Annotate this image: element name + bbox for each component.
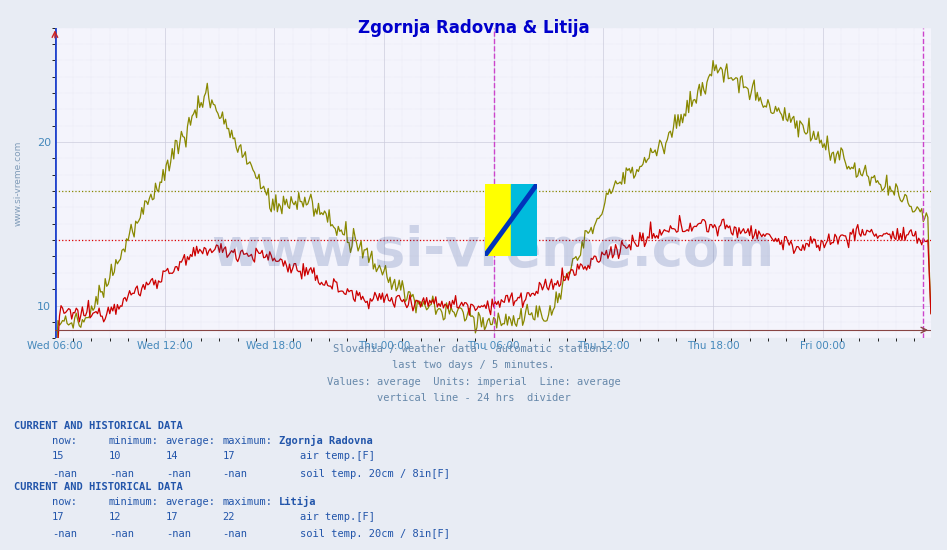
Text: www.si-vreme.com: www.si-vreme.com <box>13 140 23 226</box>
Text: CURRENT AND HISTORICAL DATA: CURRENT AND HISTORICAL DATA <box>14 421 183 431</box>
Text: -nan: -nan <box>223 529 247 540</box>
Text: 17: 17 <box>52 512 64 522</box>
Text: -nan: -nan <box>223 469 247 479</box>
Text: minimum:: minimum: <box>109 436 159 447</box>
Text: now:: now: <box>52 497 77 507</box>
Text: 10: 10 <box>109 451 121 461</box>
Text: maximum:: maximum: <box>223 497 273 507</box>
Text: 17: 17 <box>223 451 235 461</box>
Text: CURRENT AND HISTORICAL DATA: CURRENT AND HISTORICAL DATA <box>14 481 183 492</box>
Text: Zgornja Radovna & Litija: Zgornja Radovna & Litija <box>358 19 589 37</box>
Text: Zgornja Radovna: Zgornja Radovna <box>279 436 373 447</box>
Text: -nan: -nan <box>52 529 77 540</box>
Text: www.si-vreme.com: www.si-vreme.com <box>211 226 775 277</box>
Text: 17: 17 <box>166 512 178 522</box>
Text: -nan: -nan <box>52 469 77 479</box>
Text: 12: 12 <box>109 512 121 522</box>
Text: minimum:: minimum: <box>109 497 159 507</box>
Text: last two days / 5 minutes.: last two days / 5 minutes. <box>392 360 555 370</box>
Text: Slovenia / weather data - automatic stations.: Slovenia / weather data - automatic stat… <box>333 344 614 354</box>
Text: Litija: Litija <box>279 496 317 507</box>
Text: now:: now: <box>52 436 77 447</box>
Text: -nan: -nan <box>166 469 190 479</box>
Text: -nan: -nan <box>109 469 134 479</box>
Text: maximum:: maximum: <box>223 436 273 447</box>
Text: average:: average: <box>166 436 216 447</box>
Text: soil temp. 20cm / 8in[F]: soil temp. 20cm / 8in[F] <box>300 529 450 540</box>
Text: 22: 22 <box>223 512 235 522</box>
Text: Values: average  Units: imperial  Line: average: Values: average Units: imperial Line: av… <box>327 377 620 387</box>
Text: 14: 14 <box>166 451 178 461</box>
Text: air temp.[F]: air temp.[F] <box>300 451 375 461</box>
Text: vertical line - 24 hrs  divider: vertical line - 24 hrs divider <box>377 393 570 403</box>
Text: 15: 15 <box>52 451 64 461</box>
Text: -nan: -nan <box>109 529 134 540</box>
Text: air temp.[F]: air temp.[F] <box>300 512 375 522</box>
Text: soil temp. 20cm / 8in[F]: soil temp. 20cm / 8in[F] <box>300 469 450 479</box>
Text: -nan: -nan <box>166 529 190 540</box>
Text: average:: average: <box>166 497 216 507</box>
